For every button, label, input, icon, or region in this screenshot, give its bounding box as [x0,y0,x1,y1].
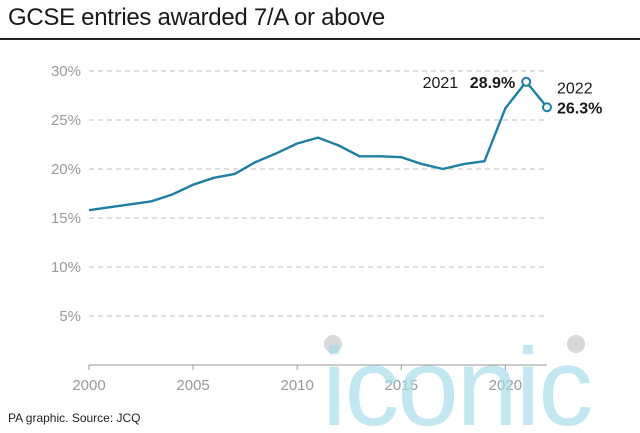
source-note: PA graphic. Source: JCQ [8,411,141,425]
data-point-marker [542,102,552,113]
y-tick-label: 25% [51,112,81,129]
y-tick-label: 30% [51,63,81,80]
data-point-marker [521,76,532,87]
title-rule [0,38,640,40]
watermark: iconic [322,326,593,433]
y-tick-label: 20% [51,161,81,178]
x-tick-label: 2000 [72,377,105,394]
annotation-value: 26.3% [557,100,602,117]
y-tick-label: 15% [51,210,81,227]
y-tick-label: 5% [59,308,81,325]
x-axis-ticks: 2000 2005 2010 2015 2020 [72,365,522,394]
x-tick-label: 2020 [489,377,522,394]
annotations: 28.9% 2021 2022 26.3% [423,75,603,117]
grid-lines [89,70,547,317]
watermark-text: iconic [322,326,591,433]
x-tick-label: 2005 [176,377,209,394]
x-tick-label: 2010 [280,377,313,394]
annotation-year: 2021 [423,75,459,92]
y-tick-label: 10% [51,259,81,276]
y-axis-ticks: 5% 10% 15% 20% 25% 30% [51,63,81,325]
annotation-year: 2022 [557,80,593,97]
series-markers [521,76,552,113]
watermark-dot [324,335,342,353]
series-line [88,80,548,212]
annotation-value: 28.9% [470,75,515,92]
watermark-dot [567,335,585,353]
chart-title: GCSE entries awarded 7/A or above [8,4,385,31]
x-tick-label: 2015 [385,377,418,394]
